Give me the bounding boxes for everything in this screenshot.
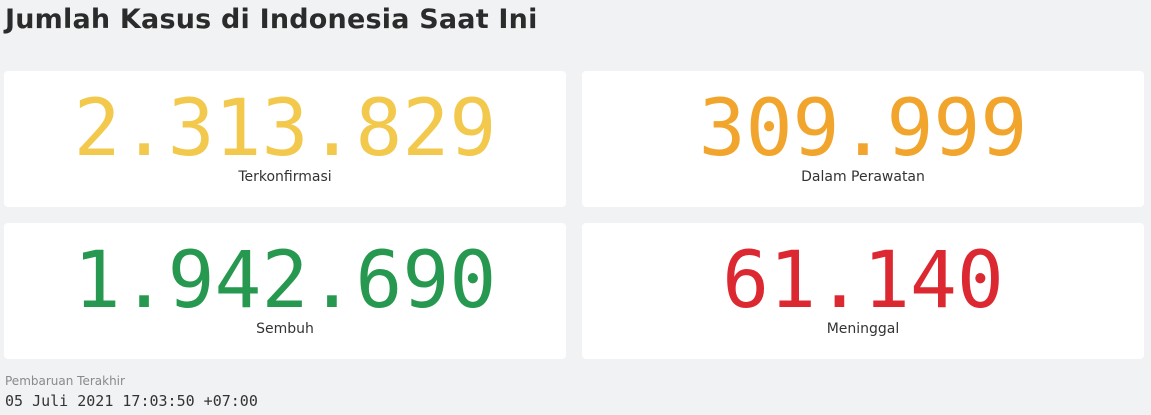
page-title: Jumlah Kasus di Indonesia Saat Ini — [5, 4, 538, 35]
stat-value-treated: 309.999 — [698, 84, 1028, 174]
last-updated-label: Pembaruan Terakhir — [5, 374, 125, 388]
stat-label-recovered: Sembuh — [256, 321, 314, 337]
stat-card-confirmed: 2.313.829 Terkonfirmasi — [4, 71, 566, 207]
stat-value-confirmed: 2.313.829 — [73, 84, 497, 174]
stat-card-treated: 309.999 Dalam Perawatan — [582, 71, 1144, 207]
stat-label-confirmed: Terkonfirmasi — [238, 169, 332, 185]
last-updated-timestamp: 05 Juli 2021 17:03:50 +07:00 — [5, 392, 258, 410]
stat-label-treated: Dalam Perawatan — [801, 169, 925, 185]
stat-card-deaths: 61.140 Meninggal — [582, 223, 1144, 359]
stat-label-deaths: Meninggal — [826, 321, 900, 337]
stat-value-recovered: 1.942.690 — [73, 236, 497, 326]
stat-value-deaths: 61.140 — [722, 236, 1004, 326]
stat-card-recovered: 1.942.690 Sembuh — [4, 223, 566, 359]
